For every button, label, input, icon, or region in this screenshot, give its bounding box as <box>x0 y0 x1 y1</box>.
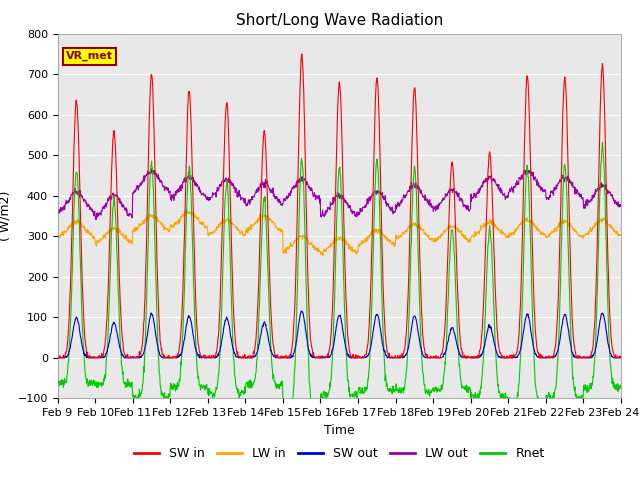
LW in <box>54 233 61 239</box>
LW in <box>551 229 559 235</box>
SW out <box>54 355 61 361</box>
SW in <box>617 354 625 360</box>
SW out <box>500 355 508 361</box>
SW in <box>54 355 62 361</box>
LW out <box>166 188 174 194</box>
SW in <box>179 276 187 281</box>
Rnet <box>179 331 187 336</box>
SW in <box>428 354 435 360</box>
LW out <box>428 201 435 207</box>
Rnet <box>550 391 558 397</box>
SW in <box>551 347 559 352</box>
Rnet <box>617 384 625 390</box>
Rnet <box>500 396 508 402</box>
SW out <box>550 354 558 360</box>
Rnet <box>242 381 250 386</box>
SW out <box>427 355 435 361</box>
SW out <box>179 345 187 350</box>
Rnet <box>54 378 61 384</box>
LW out <box>54 209 61 215</box>
SW in <box>501 355 509 360</box>
SW out <box>298 308 305 314</box>
Line: SW out: SW out <box>58 311 621 358</box>
SW in <box>243 355 250 361</box>
Rnet <box>427 388 435 394</box>
LW in <box>243 229 250 235</box>
LW in <box>165 227 173 232</box>
LW in <box>179 211 187 217</box>
LW out <box>501 194 509 200</box>
Line: Rnet: Rnet <box>58 142 621 414</box>
LW out <box>180 180 188 185</box>
LW in <box>428 237 435 243</box>
Line: LW in: LW in <box>58 210 621 255</box>
LW in <box>183 207 191 213</box>
Title: Short/Long Wave Radiation: Short/Long Wave Radiation <box>236 13 443 28</box>
LW in <box>617 232 625 238</box>
Rnet <box>282 411 290 417</box>
Legend: SW in, LW in, SW out, LW out, Rnet: SW in, LW in, SW out, LW out, Rnet <box>129 442 550 465</box>
LW out <box>243 202 250 207</box>
SW in <box>54 354 61 360</box>
SW out <box>617 355 625 361</box>
SW out <box>242 355 250 361</box>
Rnet <box>165 392 173 398</box>
LW in <box>501 231 509 237</box>
LW out <box>617 202 625 207</box>
LW in <box>319 252 327 258</box>
LW out <box>551 187 559 193</box>
X-axis label: Time: Time <box>324 424 355 437</box>
Line: SW in: SW in <box>58 54 621 358</box>
Y-axis label: ( W/m2): ( W/m2) <box>0 191 12 241</box>
Line: LW out: LW out <box>58 168 621 219</box>
LW out <box>148 166 156 171</box>
LW out <box>93 216 100 222</box>
SW out <box>165 355 173 361</box>
SW in <box>298 51 306 57</box>
Text: VR_met: VR_met <box>66 51 113 61</box>
Rnet <box>598 139 606 145</box>
SW in <box>166 355 173 361</box>
